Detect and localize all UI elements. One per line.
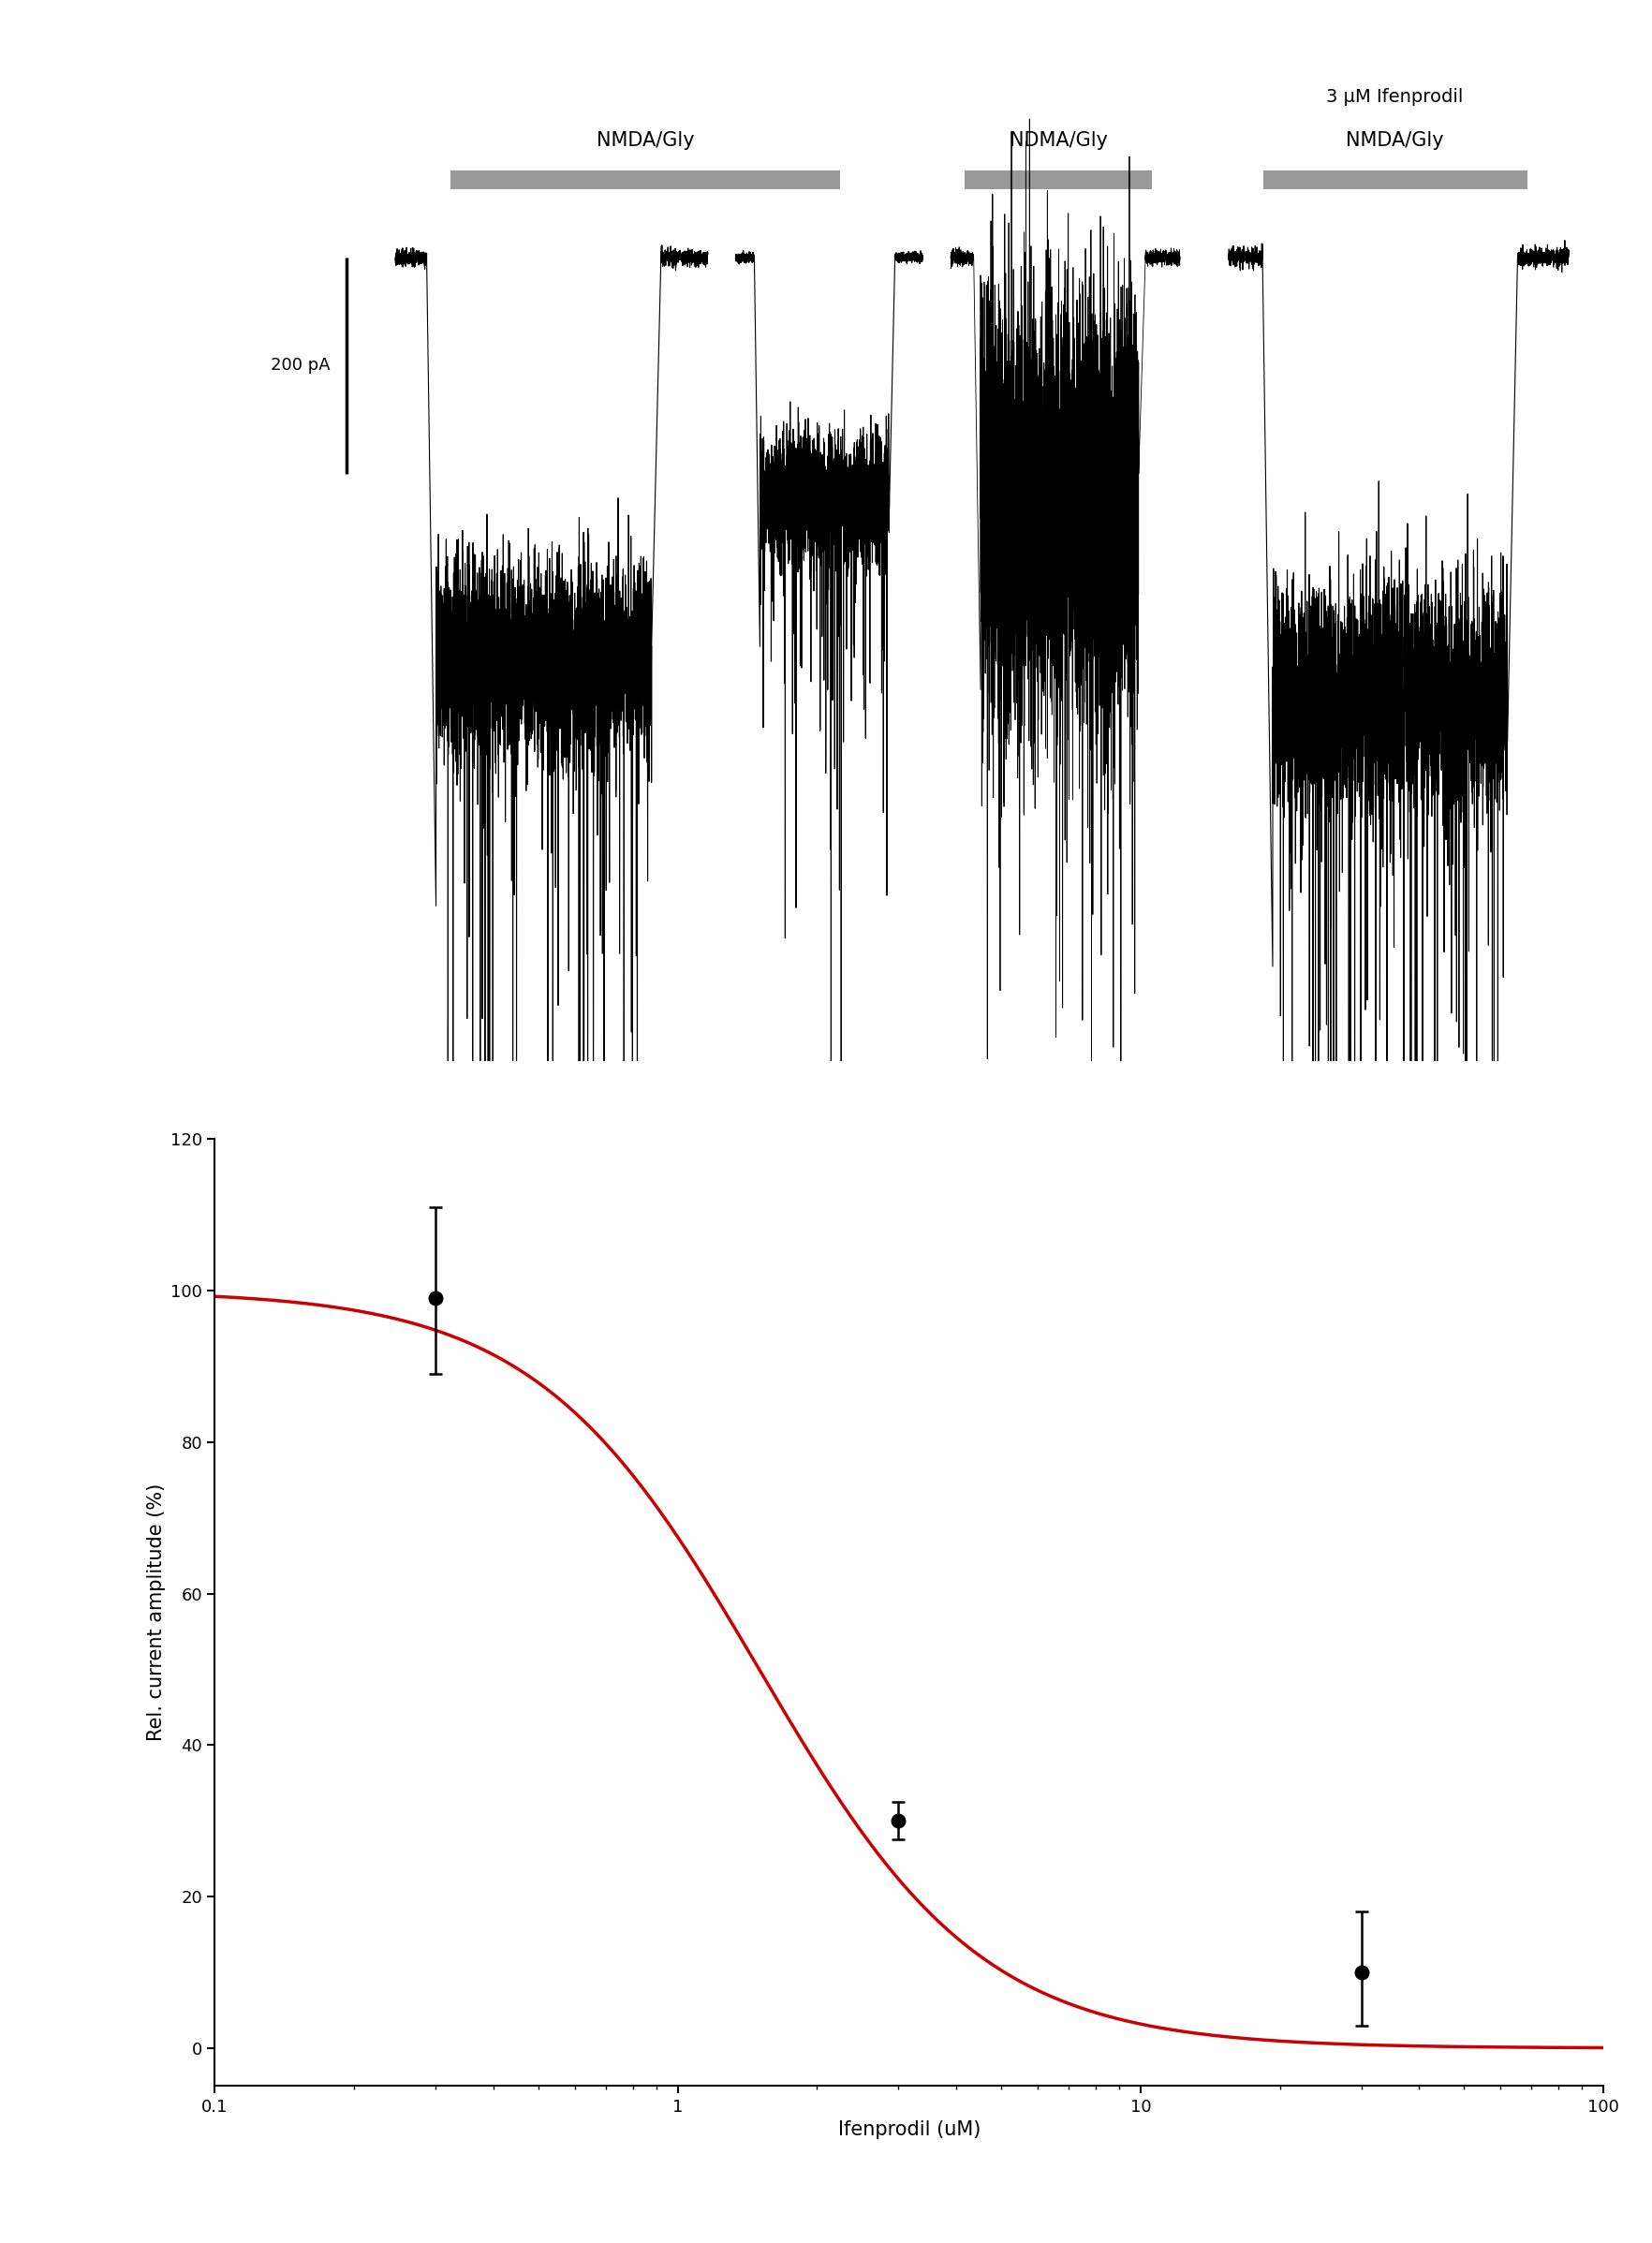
Text: NDMA/Gly: NDMA/Gly bbox=[1009, 130, 1107, 150]
Bar bbox=[1262, 170, 1526, 188]
Point bbox=[1348, 1954, 1374, 1990]
Text: 200 pA: 200 pA bbox=[271, 357, 330, 375]
Y-axis label: Rel. current amplitude (%): Rel. current amplitude (%) bbox=[147, 1483, 165, 1741]
Bar bbox=[965, 170, 1151, 188]
Point bbox=[423, 1281, 449, 1317]
Bar bbox=[451, 170, 839, 188]
Text: NMDA/Gly: NMDA/Gly bbox=[1345, 130, 1444, 150]
Text: NMDA/Gly: NMDA/Gly bbox=[596, 130, 694, 150]
Text: 3 μM Ifenprodil: 3 μM Ifenprodil bbox=[1327, 87, 1462, 105]
X-axis label: Ifenprodil (uM): Ifenprodil (uM) bbox=[838, 2120, 980, 2140]
Point bbox=[885, 1803, 912, 1839]
